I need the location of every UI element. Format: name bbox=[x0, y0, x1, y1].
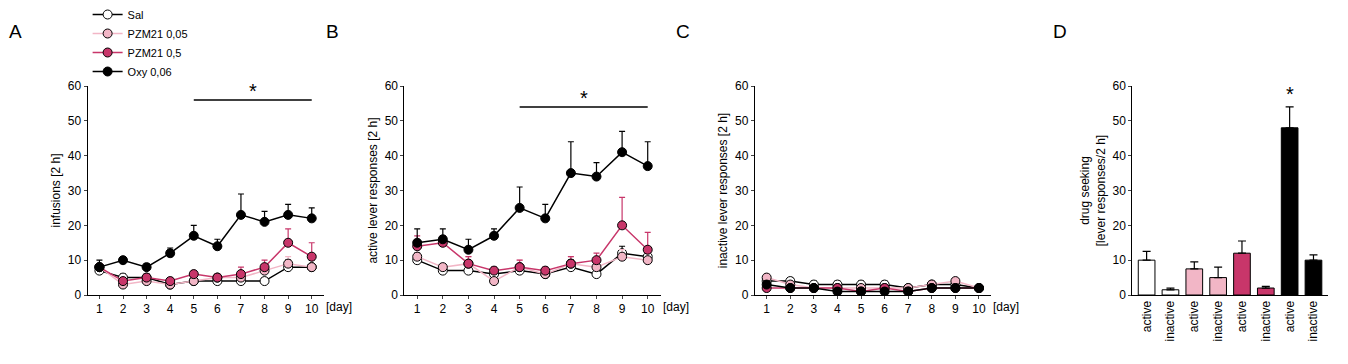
svg-text:active: active bbox=[1283, 300, 1297, 332]
svg-text:inactive lever responses [2 h]: inactive lever responses [2 h] bbox=[716, 113, 730, 268]
svg-text:2: 2 bbox=[439, 302, 446, 316]
svg-text:*: * bbox=[249, 80, 257, 102]
svg-text:1: 1 bbox=[763, 302, 770, 316]
svg-text:0: 0 bbox=[391, 288, 398, 302]
svg-text:7: 7 bbox=[238, 302, 245, 316]
svg-text:6: 6 bbox=[214, 302, 221, 316]
svg-text:9: 9 bbox=[285, 302, 292, 316]
svg-text:drug seeking[lever responses/2: drug seeking[lever responses/2 h] bbox=[1078, 135, 1108, 246]
svg-text:0: 0 bbox=[742, 288, 749, 302]
svg-text:40: 40 bbox=[385, 149, 399, 163]
svg-text:8: 8 bbox=[928, 302, 935, 316]
svg-text:20: 20 bbox=[68, 219, 82, 233]
svg-text:A: A bbox=[9, 21, 22, 42]
svg-text:40: 40 bbox=[1113, 149, 1127, 163]
svg-text:40: 40 bbox=[735, 149, 749, 163]
svg-text:50: 50 bbox=[735, 114, 749, 128]
svg-text:inactive: inactive bbox=[1306, 300, 1320, 341]
svg-text:B: B bbox=[326, 21, 339, 42]
svg-text:30: 30 bbox=[385, 184, 399, 198]
svg-text:4: 4 bbox=[167, 302, 174, 316]
svg-text:3: 3 bbox=[811, 302, 818, 316]
svg-text:Oxy 0,06: Oxy 0,06 bbox=[128, 66, 172, 78]
svg-text:10: 10 bbox=[385, 253, 399, 267]
svg-text:50: 50 bbox=[68, 114, 82, 128]
svg-text:9: 9 bbox=[619, 302, 626, 316]
svg-text:*: * bbox=[1286, 83, 1294, 105]
svg-text:5: 5 bbox=[190, 302, 197, 316]
svg-text:8: 8 bbox=[593, 302, 600, 316]
svg-text:0: 0 bbox=[1119, 288, 1126, 302]
svg-text:5: 5 bbox=[858, 302, 865, 316]
svg-text:1: 1 bbox=[96, 302, 103, 316]
svg-text:active: active bbox=[1140, 300, 1154, 332]
svg-text:30: 30 bbox=[1113, 184, 1127, 198]
svg-text:D: D bbox=[1053, 21, 1067, 42]
svg-text:4: 4 bbox=[491, 302, 498, 316]
svg-text:6: 6 bbox=[542, 302, 549, 316]
svg-text:[day]: [day] bbox=[993, 300, 1019, 314]
svg-text:[day]: [day] bbox=[326, 300, 352, 314]
svg-text:9: 9 bbox=[952, 302, 959, 316]
svg-text:active: active bbox=[1187, 300, 1201, 332]
svg-text:[day]: [day] bbox=[663, 300, 689, 314]
svg-text:50: 50 bbox=[1113, 114, 1127, 128]
svg-text:10: 10 bbox=[972, 302, 986, 316]
svg-text:60: 60 bbox=[385, 79, 399, 93]
svg-text:2: 2 bbox=[787, 302, 794, 316]
svg-text:60: 60 bbox=[735, 79, 749, 93]
svg-text:Sal: Sal bbox=[128, 9, 144, 21]
svg-text:20: 20 bbox=[735, 219, 749, 233]
svg-text:3: 3 bbox=[143, 302, 150, 316]
svg-text:C: C bbox=[676, 21, 690, 42]
svg-text:50: 50 bbox=[385, 114, 399, 128]
svg-text:40: 40 bbox=[68, 149, 82, 163]
svg-text:60: 60 bbox=[68, 79, 82, 93]
svg-text:active lever responses [2 h]: active lever responses [2 h] bbox=[366, 117, 380, 263]
svg-text:7: 7 bbox=[568, 302, 575, 316]
svg-text:PZM21 0,05: PZM21 0,05 bbox=[128, 28, 188, 40]
svg-text:2: 2 bbox=[120, 302, 127, 316]
svg-text:inactive: inactive bbox=[1259, 300, 1273, 341]
svg-text:4: 4 bbox=[834, 302, 841, 316]
svg-text:20: 20 bbox=[1113, 219, 1127, 233]
svg-text:30: 30 bbox=[735, 184, 749, 198]
svg-text:*: * bbox=[580, 87, 588, 109]
svg-text:10: 10 bbox=[1113, 253, 1127, 267]
svg-text:8: 8 bbox=[261, 302, 268, 316]
svg-text:PZM21 0,5: PZM21 0,5 bbox=[128, 47, 182, 59]
svg-text:3: 3 bbox=[465, 302, 472, 316]
svg-text:30: 30 bbox=[68, 184, 82, 198]
svg-text:7: 7 bbox=[905, 302, 912, 316]
svg-text:5: 5 bbox=[516, 302, 523, 316]
svg-text:inactive: inactive bbox=[1163, 300, 1177, 341]
svg-text:0: 0 bbox=[75, 288, 82, 302]
svg-text:20: 20 bbox=[385, 219, 399, 233]
svg-text:10: 10 bbox=[641, 302, 655, 316]
svg-text:6: 6 bbox=[881, 302, 888, 316]
svg-text:active: active bbox=[1235, 300, 1249, 332]
svg-text:10: 10 bbox=[735, 253, 749, 267]
svg-text:infusions [2 h]: infusions [2 h] bbox=[49, 153, 63, 227]
svg-text:inactive: inactive bbox=[1211, 300, 1225, 341]
svg-text:10: 10 bbox=[305, 302, 319, 316]
svg-text:10: 10 bbox=[68, 253, 82, 267]
svg-text:1: 1 bbox=[414, 302, 421, 316]
svg-text:60: 60 bbox=[1113, 79, 1127, 93]
